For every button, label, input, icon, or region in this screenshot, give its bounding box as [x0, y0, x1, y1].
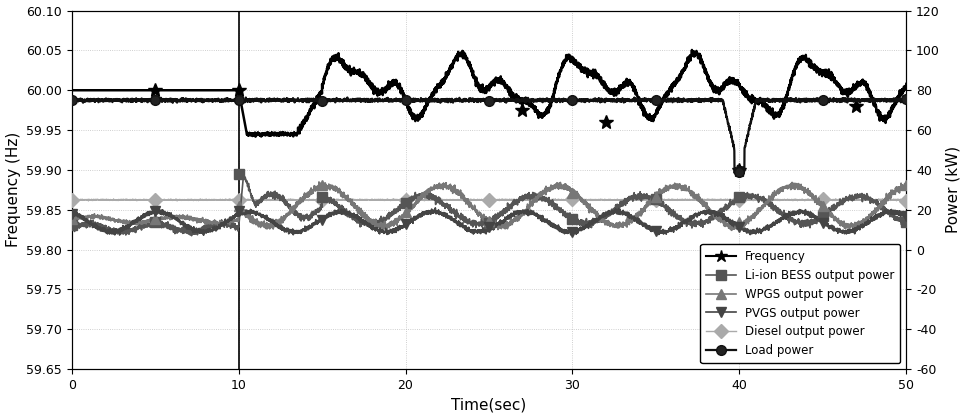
- Y-axis label: Power (kW): Power (kW): [946, 146, 960, 233]
- Legend: Frequency, Li-ion BESS output power, WPGS output power, PVGS output power, Diese: Frequency, Li-ion BESS output power, WPG…: [700, 244, 900, 363]
- Y-axis label: Frequency (Hz): Frequency (Hz): [6, 132, 20, 247]
- X-axis label: Time(sec): Time(sec): [451, 398, 526, 413]
